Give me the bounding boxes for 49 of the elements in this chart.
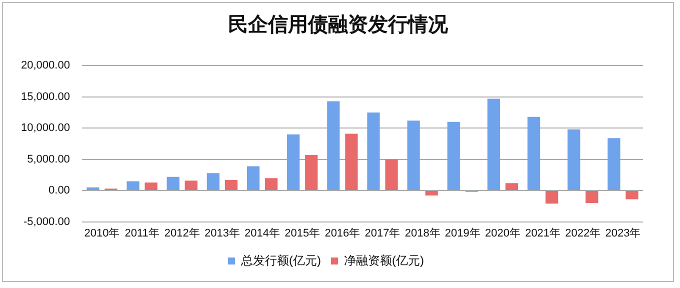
- x-tick-label: 2015年: [284, 227, 320, 240]
- x-tick-label: 2023年: [605, 227, 641, 240]
- bar: [586, 191, 598, 204]
- x-tick-label: 2022年: [565, 227, 601, 240]
- bar: [206, 173, 220, 190]
- bar: [166, 176, 180, 190]
- bar: [425, 191, 438, 196]
- bar: [407, 120, 420, 190]
- x-tick-label: 2020年: [484, 227, 520, 240]
- bar: [608, 138, 620, 190]
- bar: [345, 134, 358, 190]
- bar: [224, 180, 238, 190]
- x-tick-label: 2011年: [124, 227, 160, 240]
- x-tick-label: 2016年: [324, 227, 360, 240]
- legend-label: 净融资额(亿元): [344, 253, 424, 268]
- y-tick-label: 20,000.00: [21, 60, 70, 72]
- y-tick-label: -5,000.00: [23, 216, 70, 228]
- x-tick-label: 2012年: [164, 227, 200, 240]
- bar: [126, 181, 140, 190]
- bar: [305, 154, 318, 190]
- bar: [246, 166, 260, 190]
- bar: [546, 191, 558, 204]
- x-tick-label: 2014年: [244, 227, 280, 240]
- bar: [327, 101, 340, 190]
- bar: [447, 122, 460, 190]
- x-tick-label: 2013年: [204, 227, 240, 240]
- x-tick-label: 2021年: [525, 227, 561, 240]
- bar: [385, 159, 398, 190]
- bar: [287, 134, 300, 190]
- y-tick-label: 10,000.00: [21, 122, 70, 134]
- bar: [367, 112, 380, 190]
- bar: [626, 191, 638, 200]
- y-tick-label: 0.00: [48, 184, 70, 197]
- bar: [264, 178, 278, 190]
- x-tick-label: 2018年: [404, 227, 440, 240]
- legend-label: 总发行额(亿元): [240, 253, 322, 268]
- bar: [184, 180, 198, 190]
- x-tick-label: 2017年: [364, 227, 400, 240]
- bar: [86, 187, 100, 190]
- chart-title: 民企信用债融资发行情况: [227, 11, 449, 38]
- y-tick-label: 5,000.00: [27, 153, 70, 166]
- y-tick-label: 15,000.00: [21, 90, 70, 103]
- bar: [505, 183, 518, 190]
- bar: [527, 116, 540, 190]
- bar: [144, 182, 158, 190]
- bar: [487, 98, 500, 190]
- x-tick-label: 2019年: [444, 227, 480, 240]
- bar: [568, 129, 580, 190]
- x-tick-label: 2010年: [84, 227, 120, 240]
